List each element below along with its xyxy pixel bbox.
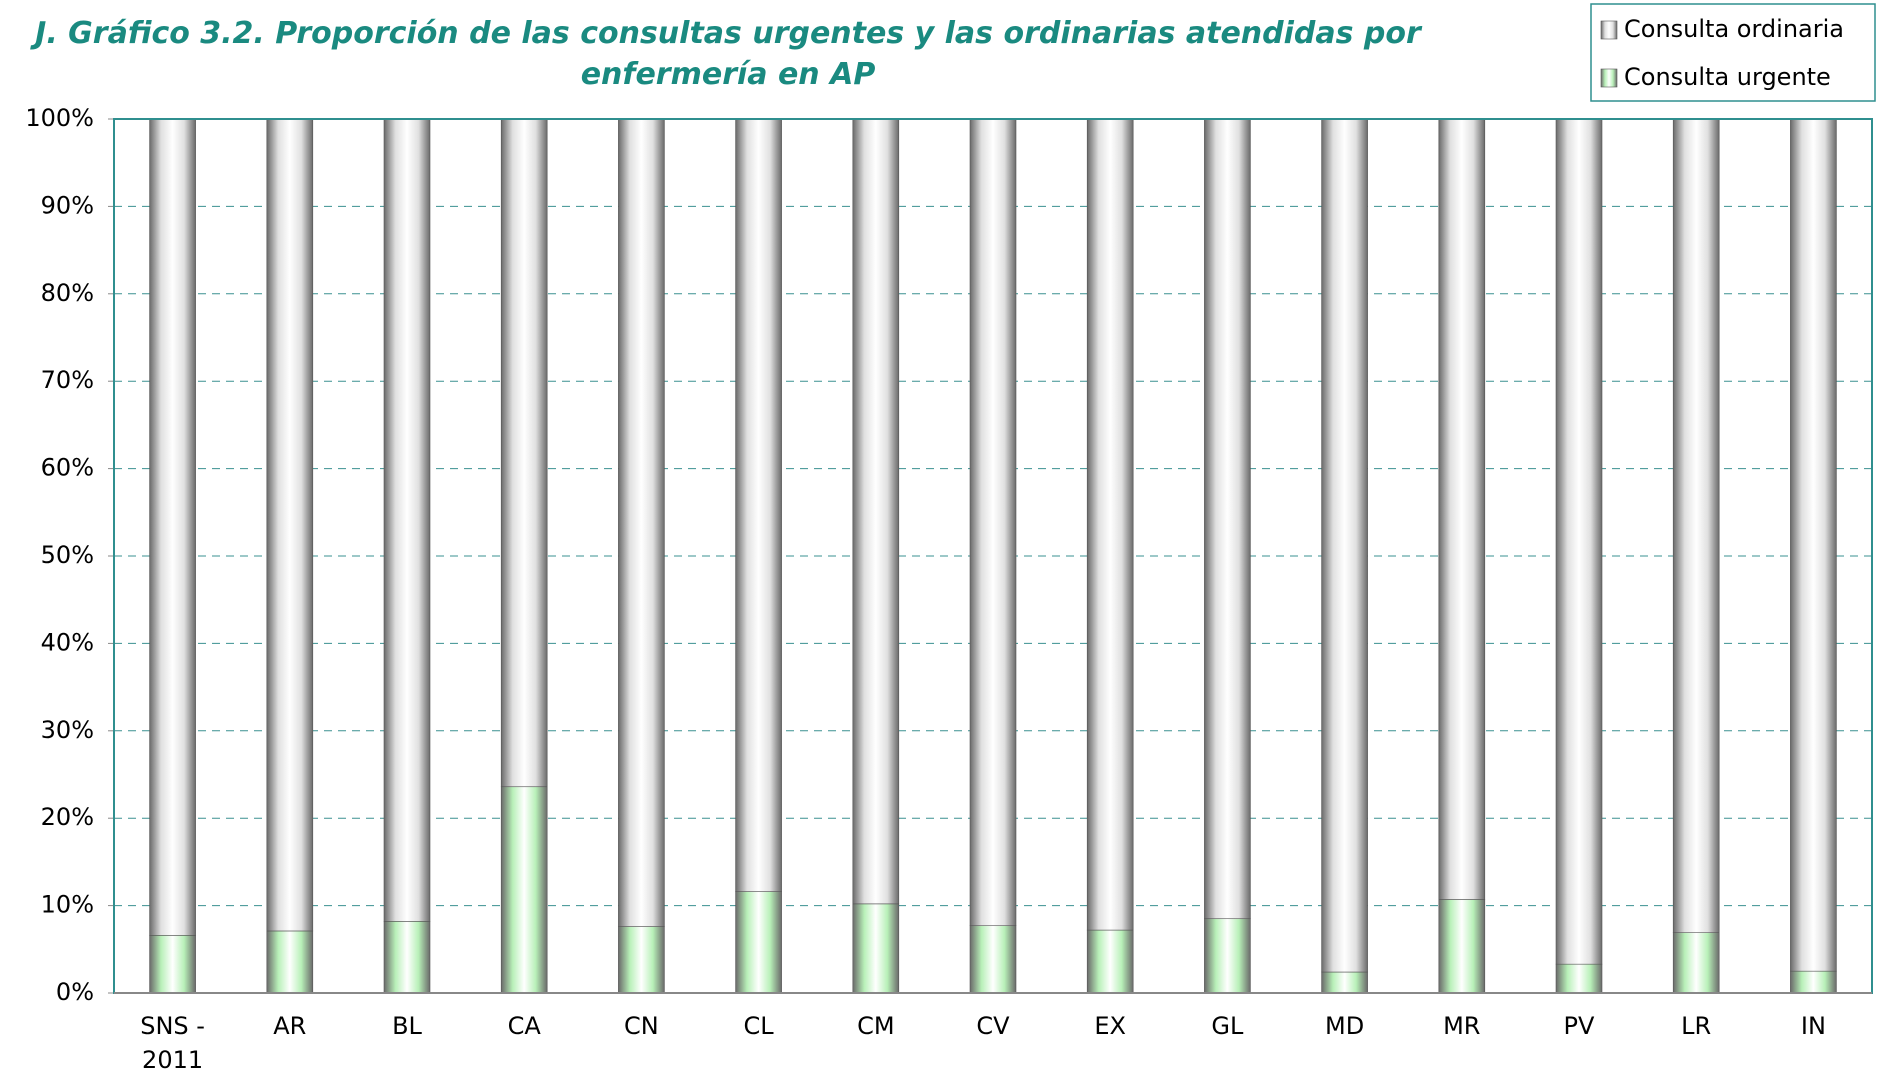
x-tick-label: GL: [1211, 1012, 1244, 1040]
bar-segment: [266, 930, 314, 994]
x-tick-label: LR: [1681, 1012, 1712, 1040]
x-tick-label: MD: [1325, 1012, 1365, 1040]
y-tick-label: 60%: [41, 454, 94, 482]
bar-segment: [500, 786, 548, 994]
y-tick-label: 40%: [41, 628, 94, 656]
bar-segment: [266, 118, 314, 932]
bar-segment: [969, 925, 1017, 994]
bar-segment: [618, 926, 665, 994]
x-tick-label: EX: [1094, 1012, 1126, 1040]
y-tick-label: 10%: [41, 891, 94, 919]
bar-segment: [852, 903, 900, 994]
y-tick-label: 30%: [41, 716, 94, 744]
bar-segment: [735, 118, 782, 892]
x-tick-label: MR: [1443, 1012, 1481, 1040]
legend-swatch: [1600, 68, 1618, 88]
legend-label: Consulta ordinaria: [1624, 15, 1844, 43]
legend-box: [1590, 3, 1876, 102]
x-tick-label: CV: [976, 1012, 1010, 1040]
bar-segment: [1672, 118, 1720, 933]
x-tick-label: CL: [743, 1012, 774, 1040]
bar-segment: [1204, 918, 1251, 994]
bar-segment: [1438, 118, 1486, 900]
legend-swatch: [1600, 20, 1618, 40]
bar-segment: [1204, 118, 1251, 920]
bar-segment: [500, 118, 548, 788]
bar-segment: [969, 118, 1017, 927]
bar-segment: [1555, 118, 1603, 965]
bar-segment: [1086, 929, 1134, 994]
chart-title: J. Gráfico 3.2. Proporción de las consul…: [30, 16, 1423, 92]
bar-segment: [735, 891, 782, 994]
bar-segment: [1672, 932, 1720, 994]
x-tick-label: BL: [392, 1012, 422, 1040]
bar-segment: [1790, 118, 1837, 972]
y-tick-label: 90%: [41, 191, 94, 219]
bar-segment: [1086, 118, 1134, 931]
bar-segment: [149, 935, 196, 994]
x-tick-label: CA: [507, 1012, 541, 1040]
bar-segment: [1438, 899, 1486, 994]
bar-segment: [618, 118, 665, 927]
bar-segment: [1790, 970, 1837, 994]
bar-segment: [149, 118, 196, 936]
bar-segment: [1321, 971, 1368, 994]
x-tick-label: CN: [624, 1012, 659, 1040]
bar-segment: [383, 921, 431, 994]
y-tick-label: 70%: [41, 366, 94, 394]
y-tick-label: 80%: [41, 279, 94, 307]
x-tick-label: SNS - 2011: [140, 1012, 205, 1074]
x-tick-label: CM: [857, 1012, 895, 1040]
legend-label: Consulta urgente: [1624, 63, 1831, 91]
x-tick-label: IN: [1800, 1012, 1826, 1040]
bar-segment: [383, 118, 431, 922]
bar-segment: [852, 118, 900, 905]
y-tick-label: 50%: [41, 541, 94, 569]
x-tick-label: AR: [273, 1012, 307, 1040]
y-tick-label: 0%: [56, 978, 94, 1006]
x-tick-label: PV: [1563, 1012, 1595, 1040]
y-tick-label: 100%: [25, 104, 94, 132]
bar-segment: [1555, 963, 1603, 994]
y-tick-label: 20%: [41, 803, 94, 831]
bar-segment: [1321, 118, 1368, 973]
